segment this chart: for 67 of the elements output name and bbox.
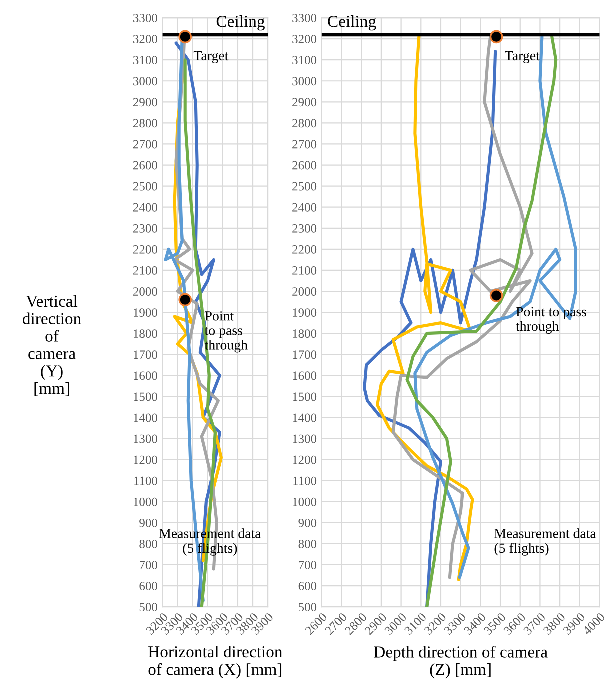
y-tick-label: 500	[140, 603, 158, 612]
y-tick-label: 1000	[134, 498, 158, 506]
y-tick-label: 1900	[293, 308, 317, 318]
y-tick-label: 2000	[133, 288, 158, 296]
y-tick-label: 2500	[292, 182, 317, 191]
ref-line-label: Ceiling	[216, 16, 265, 31]
x-axis-title: Depth direction of camera (Z) [mm]	[374, 646, 548, 679]
y-tick-label: 900	[298, 518, 317, 528]
y-tick-label: 2200	[133, 245, 158, 254]
y-tick-label: 700	[299, 561, 317, 570]
y-tick-label: 2400	[133, 203, 158, 212]
y-tick-label: 2300	[292, 224, 317, 233]
annotation: Measurement data (5 flights)	[494, 528, 596, 556]
ref-line-label: Ceiling	[328, 16, 376, 31]
y-tick-label: 500	[299, 603, 317, 612]
y-tick-label: 1000	[293, 498, 317, 506]
y-tick-label: 1600	[134, 372, 158, 380]
y-tick-label: 1100	[294, 476, 317, 486]
y-tick-label: 3100	[134, 56, 158, 65]
y-tick-label: 2200	[292, 245, 317, 254]
y-tick-label: 2700	[292, 140, 317, 149]
y-tick-label: 1600	[293, 372, 317, 380]
y-tick-label: 3000	[134, 77, 158, 86]
y-tick-label: 3300	[134, 14, 158, 22]
y-tick-label: 2100	[292, 266, 317, 275]
y-tick-label: 3000	[292, 77, 317, 86]
y-tick-label: 2800	[133, 119, 158, 128]
y-tick-label: 2400	[292, 203, 317, 212]
y-tick-label: 2500	[133, 182, 158, 191]
y-tick-label: 1700	[293, 350, 317, 360]
y-tick-label: 2900	[292, 98, 317, 107]
y-tick-label: 1500	[293, 392, 317, 402]
y-tick-label: 2900	[133, 98, 158, 107]
y-tick-label: 2600	[133, 161, 158, 170]
y-tick-label: 3100	[292, 56, 317, 65]
y-tick-label: 2800	[292, 119, 317, 128]
annotation: Target	[194, 51, 229, 64]
y-tick-label: 600	[298, 582, 317, 590]
y-tick-label: 2600	[292, 161, 317, 170]
y-tick-label: 1400	[293, 414, 317, 422]
y-tick-label: 1100	[134, 476, 158, 486]
y-tick-label: 1800	[134, 330, 158, 338]
y-tick-label: 1900	[134, 308, 158, 318]
y-tick-label: 2000	[292, 288, 317, 296]
y-tick-label: 800	[298, 540, 317, 548]
y-tick-label: 1700	[134, 350, 158, 360]
y-tick-label: 1200	[134, 456, 158, 464]
y-tick-label: 1800	[293, 330, 317, 338]
y-tick-label: 1500	[134, 392, 158, 402]
y-tick-label: 2100	[133, 266, 158, 275]
line-series	[376, 35, 474, 582]
annotation: Target	[505, 51, 540, 64]
y-tick-label: 800	[140, 540, 158, 548]
y-tick-label: 1300	[134, 434, 158, 444]
y-tick-label: 700	[140, 561, 158, 570]
y-tick-label: 600	[140, 582, 158, 590]
y-tick-label: 2700	[133, 140, 158, 149]
y-tick-label: 2300	[133, 224, 158, 233]
y-tick-label: 1200	[293, 456, 317, 464]
x-axis-title: Horizontal direction of camera (X) [mm]	[148, 646, 283, 679]
y-tick-label: 1400	[134, 414, 158, 422]
y-tick-label: 3300	[292, 14, 317, 22]
y-tick-label: 1300	[293, 434, 317, 444]
y-tick-label: 3200	[134, 35, 158, 44]
y-axis-title: Vertical direction of camera (Y) [mm]	[23, 295, 82, 396]
y-tick-label: 3200	[292, 35, 317, 44]
y-tick-label: 900	[140, 518, 158, 528]
